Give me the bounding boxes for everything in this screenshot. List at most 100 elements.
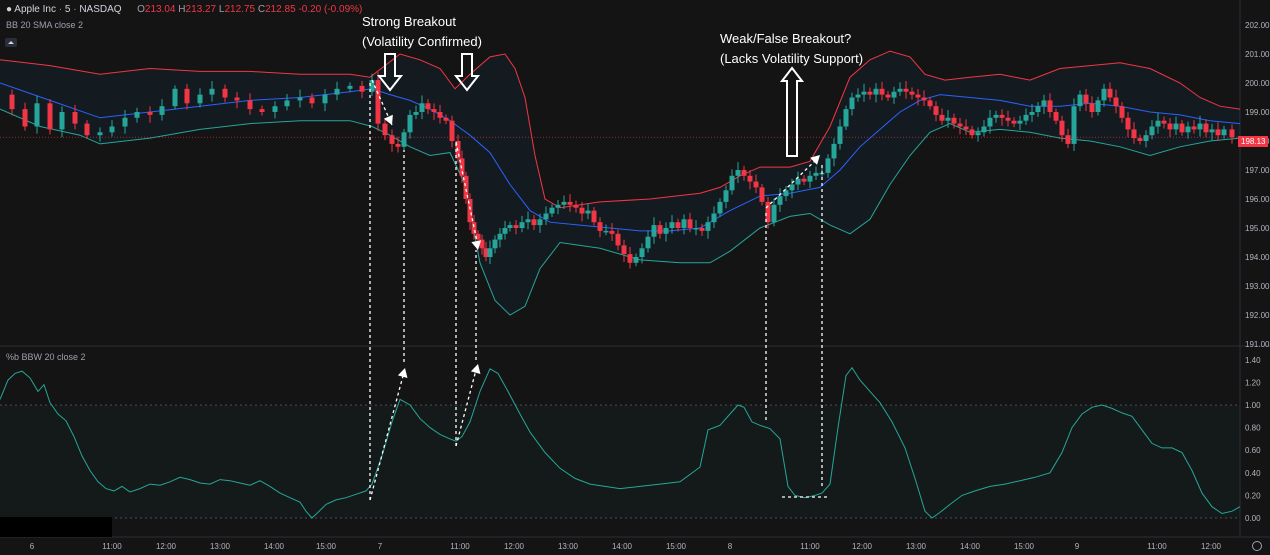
candle[interactable] <box>1161 116 1167 129</box>
candle[interactable] <box>1101 83 1107 107</box>
candle[interactable] <box>1173 116 1179 136</box>
candle[interactable] <box>735 162 741 183</box>
candle[interactable] <box>873 83 879 103</box>
candle[interactable] <box>209 80 215 102</box>
candle[interactable] <box>1107 82 1113 102</box>
candle[interactable] <box>711 206 717 228</box>
collapse-legend-button[interactable] <box>5 38 17 47</box>
candle[interactable] <box>879 81 885 101</box>
candle[interactable] <box>1137 134 1143 145</box>
candle[interactable] <box>705 216 711 239</box>
candle[interactable] <box>531 215 537 231</box>
candle[interactable] <box>272 101 278 119</box>
candle[interactable] <box>999 109 1005 126</box>
candle[interactable] <box>513 220 519 235</box>
candle[interactable] <box>159 99 165 121</box>
candle[interactable] <box>693 220 699 236</box>
candle[interactable] <box>675 218 681 232</box>
candle[interactable] <box>1023 108 1029 125</box>
candle[interactable] <box>765 196 771 229</box>
candle[interactable] <box>759 183 765 206</box>
candle[interactable] <box>1149 120 1155 140</box>
candle[interactable] <box>309 93 315 109</box>
candle[interactable] <box>72 104 78 130</box>
candle[interactable] <box>651 217 657 244</box>
bbw-pane[interactable] <box>0 366 1241 519</box>
candle[interactable] <box>369 73 375 96</box>
candle[interactable] <box>1113 89 1119 114</box>
candle[interactable] <box>122 109 128 134</box>
bb-indicator-legend[interactable]: BB 20 SMA close 2 <box>6 20 83 30</box>
candle[interactable] <box>933 101 939 122</box>
candle[interactable] <box>401 128 407 151</box>
candle[interactable] <box>34 95 40 134</box>
candle[interactable] <box>837 119 843 150</box>
candle[interactable] <box>597 217 603 238</box>
candle[interactable] <box>525 211 531 230</box>
candle[interactable] <box>621 239 627 262</box>
candle[interactable] <box>425 99 431 115</box>
candle[interactable] <box>22 102 28 131</box>
candle[interactable] <box>915 88 921 106</box>
candle[interactable] <box>753 174 759 194</box>
candle[interactable] <box>957 117 963 135</box>
bb-upper-band[interactable] <box>0 50 1241 209</box>
candle[interactable] <box>1071 98 1077 152</box>
candle[interactable] <box>639 243 645 264</box>
candle[interactable] <box>783 186 789 202</box>
candle[interactable] <box>1005 110 1011 127</box>
candle[interactable] <box>109 120 115 137</box>
candle[interactable] <box>981 120 987 137</box>
candle[interactable] <box>561 195 567 210</box>
candle[interactable] <box>1131 122 1137 144</box>
candle[interactable] <box>939 108 945 125</box>
candle[interactable] <box>669 215 675 234</box>
candle[interactable] <box>9 89 15 116</box>
candle[interactable] <box>487 240 493 265</box>
candle[interactable] <box>1041 94 1047 115</box>
candle[interactable] <box>993 110 999 123</box>
candle[interactable] <box>334 81 340 101</box>
candle[interactable] <box>849 92 855 116</box>
candle[interactable] <box>603 224 609 236</box>
candle[interactable] <box>645 230 651 253</box>
candle[interactable] <box>172 85 178 110</box>
candle[interactable] <box>197 88 203 108</box>
candle[interactable] <box>347 82 353 93</box>
bb-lower-band[interactable] <box>0 108 1241 316</box>
candle[interactable] <box>885 91 891 101</box>
candle[interactable] <box>459 150 465 183</box>
candle[interactable] <box>555 199 561 215</box>
candle[interactable] <box>699 223 705 236</box>
candle[interactable] <box>389 129 395 152</box>
candle[interactable] <box>771 198 777 227</box>
candle[interactable] <box>717 198 723 217</box>
candle[interactable] <box>855 88 861 102</box>
candle[interactable] <box>84 120 90 139</box>
settings-gear-icon[interactable] <box>1252 541 1262 551</box>
candle[interactable] <box>375 72 381 131</box>
candle[interactable] <box>663 222 669 242</box>
candle[interactable] <box>1215 122 1221 141</box>
candle[interactable] <box>1089 96 1095 118</box>
candle[interactable] <box>297 89 303 108</box>
symbol-header[interactable]: ● Apple Inc · 5 · NASDAQ O213.04 H213.27… <box>6 4 363 15</box>
candle[interactable] <box>945 109 951 128</box>
candle[interactable] <box>463 171 469 204</box>
candle[interactable] <box>579 202 585 222</box>
candle[interactable] <box>59 106 65 138</box>
candle[interactable] <box>1017 115 1023 130</box>
candle[interactable] <box>909 87 915 100</box>
candle[interactable] <box>795 171 801 191</box>
candle[interactable] <box>1185 121 1191 139</box>
candle[interactable] <box>891 86 897 104</box>
candle[interactable] <box>1083 88 1089 112</box>
candle[interactable] <box>537 213 543 233</box>
candle[interactable] <box>963 119 969 136</box>
candle[interactable] <box>1229 124 1235 144</box>
candle[interactable] <box>801 175 807 186</box>
candle[interactable] <box>497 228 503 248</box>
candle[interactable] <box>407 109 413 139</box>
candle[interactable] <box>789 178 795 199</box>
